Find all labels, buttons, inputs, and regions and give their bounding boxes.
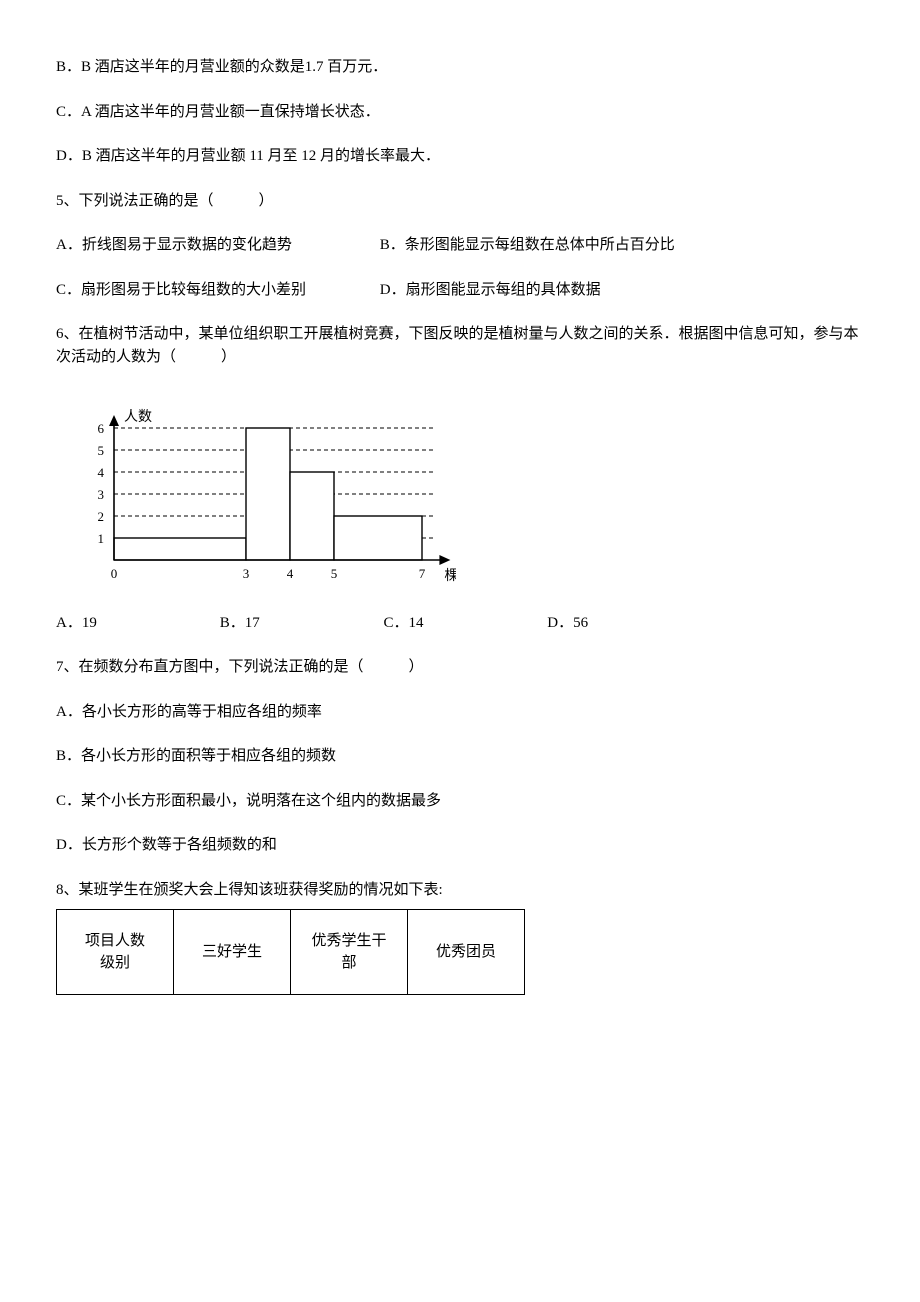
q6-opt-b: B．17 [220,612,380,635]
q7-stem: 7、在频数分布直方图中，下列说法正确的是（ ） [56,656,864,679]
q7-opt-a: A．各小长方形的高等于相应各组的频率 [56,701,864,724]
svg-text:棵树: 棵树 [444,568,456,584]
svg-text:7: 7 [419,566,426,581]
q5-opt-c: C．扇形图易于比较每组数的大小差别 [56,279,376,302]
svg-text:5: 5 [98,443,105,458]
q8-table: 项目人数 级别 三好学生 优秀学生干 部 优秀团员 [56,909,525,995]
q6-options: A．19 B．17 C．14 D．56 [56,612,864,635]
q7-opt-d: D．长方形个数等于各组频数的和 [56,834,864,857]
svg-text:4: 4 [98,465,105,480]
q5-row2: C．扇形图易于比较每组数的大小差别 D．扇形图能显示每组的具体数据 [56,279,864,302]
q5-opt-d: D．扇形图能显示每组的具体数据 [380,279,601,302]
q6-opt-c: C．14 [384,612,544,635]
opt-b-text: B．B 酒店这半年的月营业额的众数是1.7 百万元． [56,56,864,79]
q6-opt-a: A．19 [56,612,216,635]
svg-text:1: 1 [98,531,105,546]
q7-opt-c: C．某个小长方形面积最小，说明落在这个组内的数据最多 [56,790,864,813]
svg-text:4: 4 [287,566,294,581]
q6-chart: 1 2 3 4 5 6 0 3 4 5 7 人数棵树 [56,390,864,598]
cell-header-left: 项目人数 级别 [57,910,174,995]
svg-text:5: 5 [331,566,338,581]
q5-opt-b: B．条形图能显示每组数在总体中所占百分比 [380,234,675,257]
svg-text:6: 6 [98,421,105,436]
q6-stem: 6、在植树节活动中，某单位组织职工开展植树竞赛，下图反映的是植树量与人数之间的关… [56,323,864,368]
q6-opt-d: D．56 [547,612,588,635]
cell-col2: 三好学生 [174,910,291,995]
table-row: 项目人数 级别 三好学生 优秀学生干 部 优秀团员 [57,910,525,995]
cell-header-l2: 级别 [61,952,169,975]
cell-col3: 优秀学生干 部 [291,910,408,995]
q5-stem: 5、下列说法正确的是（ ） [56,190,864,213]
cell-header-l1: 项目人数 [61,930,169,953]
q5-opt-a: A．折线图易于显示数据的变化趋势 [56,234,376,257]
cell-col3-l1: 优秀学生干 [295,930,403,953]
svg-text:0: 0 [111,566,118,581]
cell-col4: 优秀团员 [408,910,525,995]
svg-text:3: 3 [243,566,250,581]
opt-d-text: D．B 酒店这半年的月营业额 11 月至 12 月的增长率最大． [56,145,864,168]
q7-opt-b: B．各小长方形的面积等于相应各组的频数 [56,745,864,768]
q8-stem: 8、某班学生在颁奖大会上得知该班获得奖励的情况如下表: [56,879,864,902]
svg-text:3: 3 [98,487,105,502]
q5-row1: A．折线图易于显示数据的变化趋势 B．条形图能显示每组数在总体中所占百分比 [56,234,864,257]
svg-text:人数: 人数 [124,409,152,425]
q6-bar-chart-svg: 1 2 3 4 5 6 0 3 4 5 7 人数棵树 [56,390,456,590]
svg-text:2: 2 [98,509,105,524]
cell-col3-l2: 部 [295,952,403,975]
opt-c-text: C．A 酒店这半年的月营业额一直保持增长状态． [56,101,864,124]
